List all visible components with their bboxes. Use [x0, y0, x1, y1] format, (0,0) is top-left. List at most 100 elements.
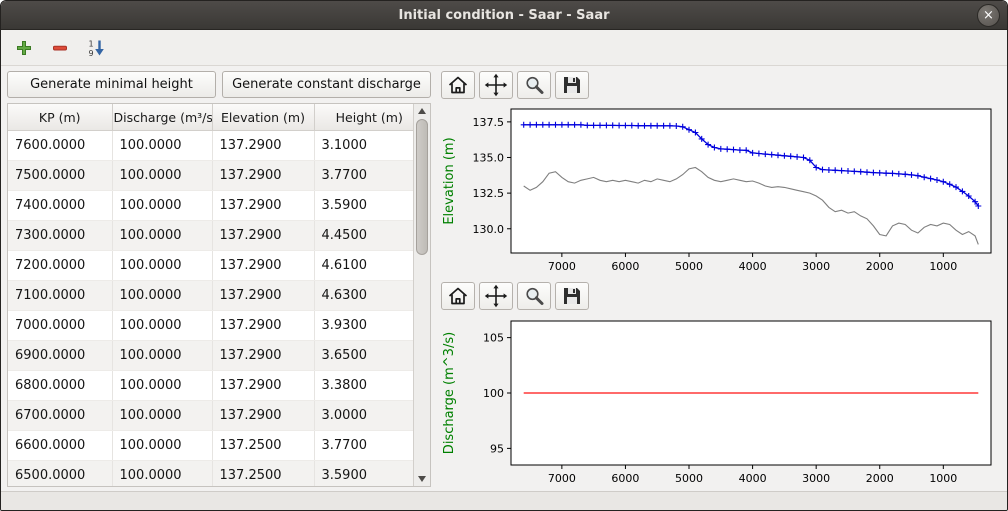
table-cell[interactable]: 7300.0000: [8, 220, 113, 251]
home-button[interactable]: [441, 70, 475, 99]
table-cell[interactable]: 100.0000: [112, 190, 213, 221]
table-row[interactable]: 6600.0000 100.0000 137.2500 3.7700: [8, 430, 413, 461]
table-cell[interactable]: 7500.0000: [8, 160, 113, 191]
y-tick-label: 100: [483, 387, 504, 400]
table-cell[interactable]: 7400.0000: [8, 190, 113, 221]
table-cell[interactable]: 3.1000: [314, 130, 413, 161]
table-row[interactable]: 7500.0000 100.0000 137.2900 3.7700: [8, 160, 413, 191]
table-row[interactable]: 7000.0000 100.0000 137.2900 3.9300: [8, 310, 413, 341]
x-tick-label: 6000: [611, 472, 639, 485]
table-row[interactable]: 7300.0000 100.0000 137.2900 4.4500: [8, 220, 413, 251]
table-cell[interactable]: 4.6100: [314, 250, 413, 281]
table-cell[interactable]: 6700.0000: [8, 400, 113, 431]
table-cell[interactable]: 137.2900: [212, 190, 315, 221]
zoom-button-2[interactable]: [517, 282, 551, 310]
table-cell[interactable]: 137.2900: [212, 160, 315, 191]
table-cell[interactable]: 3.6500: [314, 340, 413, 371]
initial-condition-table: KP (m) Discharge (m³/s) Elevation (m) Heigh…: [8, 104, 413, 486]
table-cell[interactable]: 137.2900: [212, 310, 315, 341]
y-axis-label: Elevation (m): [442, 137, 457, 224]
table-cell[interactable]: 100.0000: [112, 280, 213, 311]
table-cell[interactable]: 137.2900: [212, 250, 315, 281]
column-header[interactable]: Height (m): [313, 104, 413, 131]
table-cell[interactable]: 7600.0000: [8, 130, 113, 161]
table-cell[interactable]: 137.2900: [212, 130, 315, 161]
table-cell[interactable]: 6600.0000: [8, 430, 113, 461]
svg-text:9: 9: [89, 49, 94, 58]
scrollbar-thumb[interactable]: [416, 119, 428, 255]
close-button[interactable]: ×: [977, 4, 1000, 27]
table-cell[interactable]: 137.2900: [212, 370, 315, 401]
table-cell[interactable]: 7100.0000: [8, 280, 113, 311]
table-cell[interactable]: 4.6300: [314, 280, 413, 311]
table-cell[interactable]: 6800.0000: [8, 370, 113, 401]
table-cell[interactable]: 3.9300: [314, 310, 413, 341]
generate-minimal-height-button[interactable]: Generate minimal height: [7, 71, 216, 98]
table-cell[interactable]: 137.2500: [212, 460, 315, 486]
table-cell[interactable]: 6500.0000: [8, 460, 113, 486]
add-row-button[interactable]: [9, 34, 39, 62]
table-cell[interactable]: 3.5900: [314, 460, 413, 486]
home-button-2[interactable]: [441, 282, 475, 310]
table-cell[interactable]: 100.0000: [112, 250, 213, 281]
elevation-chart[interactable]: 7000 6000 5000 4000 3000 2000 1000 130.0 132.5 13…: [439, 101, 997, 279]
table-cell[interactable]: 100.0000: [112, 310, 213, 341]
table-cell[interactable]: 137.2900: [212, 280, 315, 311]
table-row[interactable]: 6800.0000 100.0000 137.2900 3.3800: [8, 370, 413, 401]
table-cell[interactable]: 137.2900: [212, 220, 315, 251]
table-cell[interactable]: 100.0000: [112, 340, 213, 371]
y-tick-label: 95: [490, 442, 504, 455]
pan-button[interactable]: [479, 70, 513, 99]
scrollbar-track[interactable]: [416, 119, 428, 471]
table-cell[interactable]: 3.5900: [314, 190, 413, 221]
generate-constant-discharge-button[interactable]: Generate constant discharge: [222, 71, 431, 98]
column-header[interactable]: Discharge (m³/s): [111, 104, 213, 131]
titlebar[interactable]: Initial condition - Saar - Saar ×: [1, 1, 1007, 30]
table-row[interactable]: 7600.0000 100.0000 137.2900 3.1000: [8, 130, 413, 161]
table-row[interactable]: 6700.0000 100.0000 137.2900 3.0000: [8, 400, 413, 431]
scroll-up-button[interactable]: [414, 104, 430, 118]
column-header[interactable]: Elevation (m): [211, 104, 315, 131]
table-row[interactable]: 7100.0000 100.0000 137.2900 4.6300: [8, 280, 413, 311]
table-cell[interactable]: 100.0000: [112, 370, 213, 401]
scroll-down-button[interactable]: [414, 472, 430, 486]
table-row[interactable]: 7400.0000 100.0000 137.2900 3.5900: [8, 190, 413, 221]
window-title: Initial condition - Saar - Saar: [398, 7, 610, 23]
save-button[interactable]: [555, 70, 589, 99]
table-cell[interactable]: 137.2500: [212, 430, 315, 461]
x-tick-label: 4000: [739, 472, 767, 485]
table-cell[interactable]: 137.2900: [212, 400, 315, 431]
table-cell[interactable]: 7200.0000: [8, 250, 113, 281]
table-cell[interactable]: 3.3800: [314, 370, 413, 401]
generator-buttons: Generate minimal height Generate constan…: [7, 71, 431, 98]
table-cell[interactable]: 100.0000: [112, 160, 213, 191]
column-header[interactable]: KP (m): [8, 104, 113, 131]
pan-button-2[interactable]: [479, 282, 513, 310]
table-cell[interactable]: 100.0000: [112, 430, 213, 461]
table-row[interactable]: 7200.0000 100.0000 137.2900 4.6100: [8, 250, 413, 281]
table-cell[interactable]: 100.0000: [112, 460, 213, 486]
table-cell[interactable]: 100.0000: [112, 220, 213, 251]
table-cell[interactable]: 4.4500: [314, 220, 413, 251]
x-tick-label: 4000: [739, 260, 767, 273]
table-cell[interactable]: 137.2900: [212, 340, 315, 371]
table-cell[interactable]: 3.7700: [314, 430, 413, 461]
save-button-2[interactable]: [555, 282, 589, 310]
table-cell[interactable]: 3.7700: [314, 160, 413, 191]
x-tick-label: 2000: [866, 260, 894, 273]
table-cell[interactable]: 3.0000: [314, 400, 413, 431]
remove-row-button[interactable]: [45, 34, 75, 62]
table-cell[interactable]: 6900.0000: [8, 340, 113, 371]
table-row[interactable]: 6900.0000 100.0000 137.2900 3.6500: [8, 340, 413, 371]
discharge-chart[interactable]: 7000 6000 5000 4000 3000 2000 1000 95 100 105 Disc…: [439, 313, 997, 491]
table-cell[interactable]: 7000.0000: [8, 310, 113, 341]
save-icon: [564, 288, 580, 304]
table-cell[interactable]: 100.0000: [112, 400, 213, 431]
zoom-button[interactable]: [517, 70, 551, 99]
x-tick-label: 2000: [866, 472, 894, 485]
pan-icon: [484, 284, 508, 308]
table-row[interactable]: 6500.0000 100.0000 137.2500 3.5900: [8, 460, 413, 486]
sort-button[interactable]: 1 9: [81, 34, 111, 62]
vertical-scrollbar[interactable]: [413, 104, 430, 486]
table-cell[interactable]: 100.0000: [112, 130, 213, 161]
